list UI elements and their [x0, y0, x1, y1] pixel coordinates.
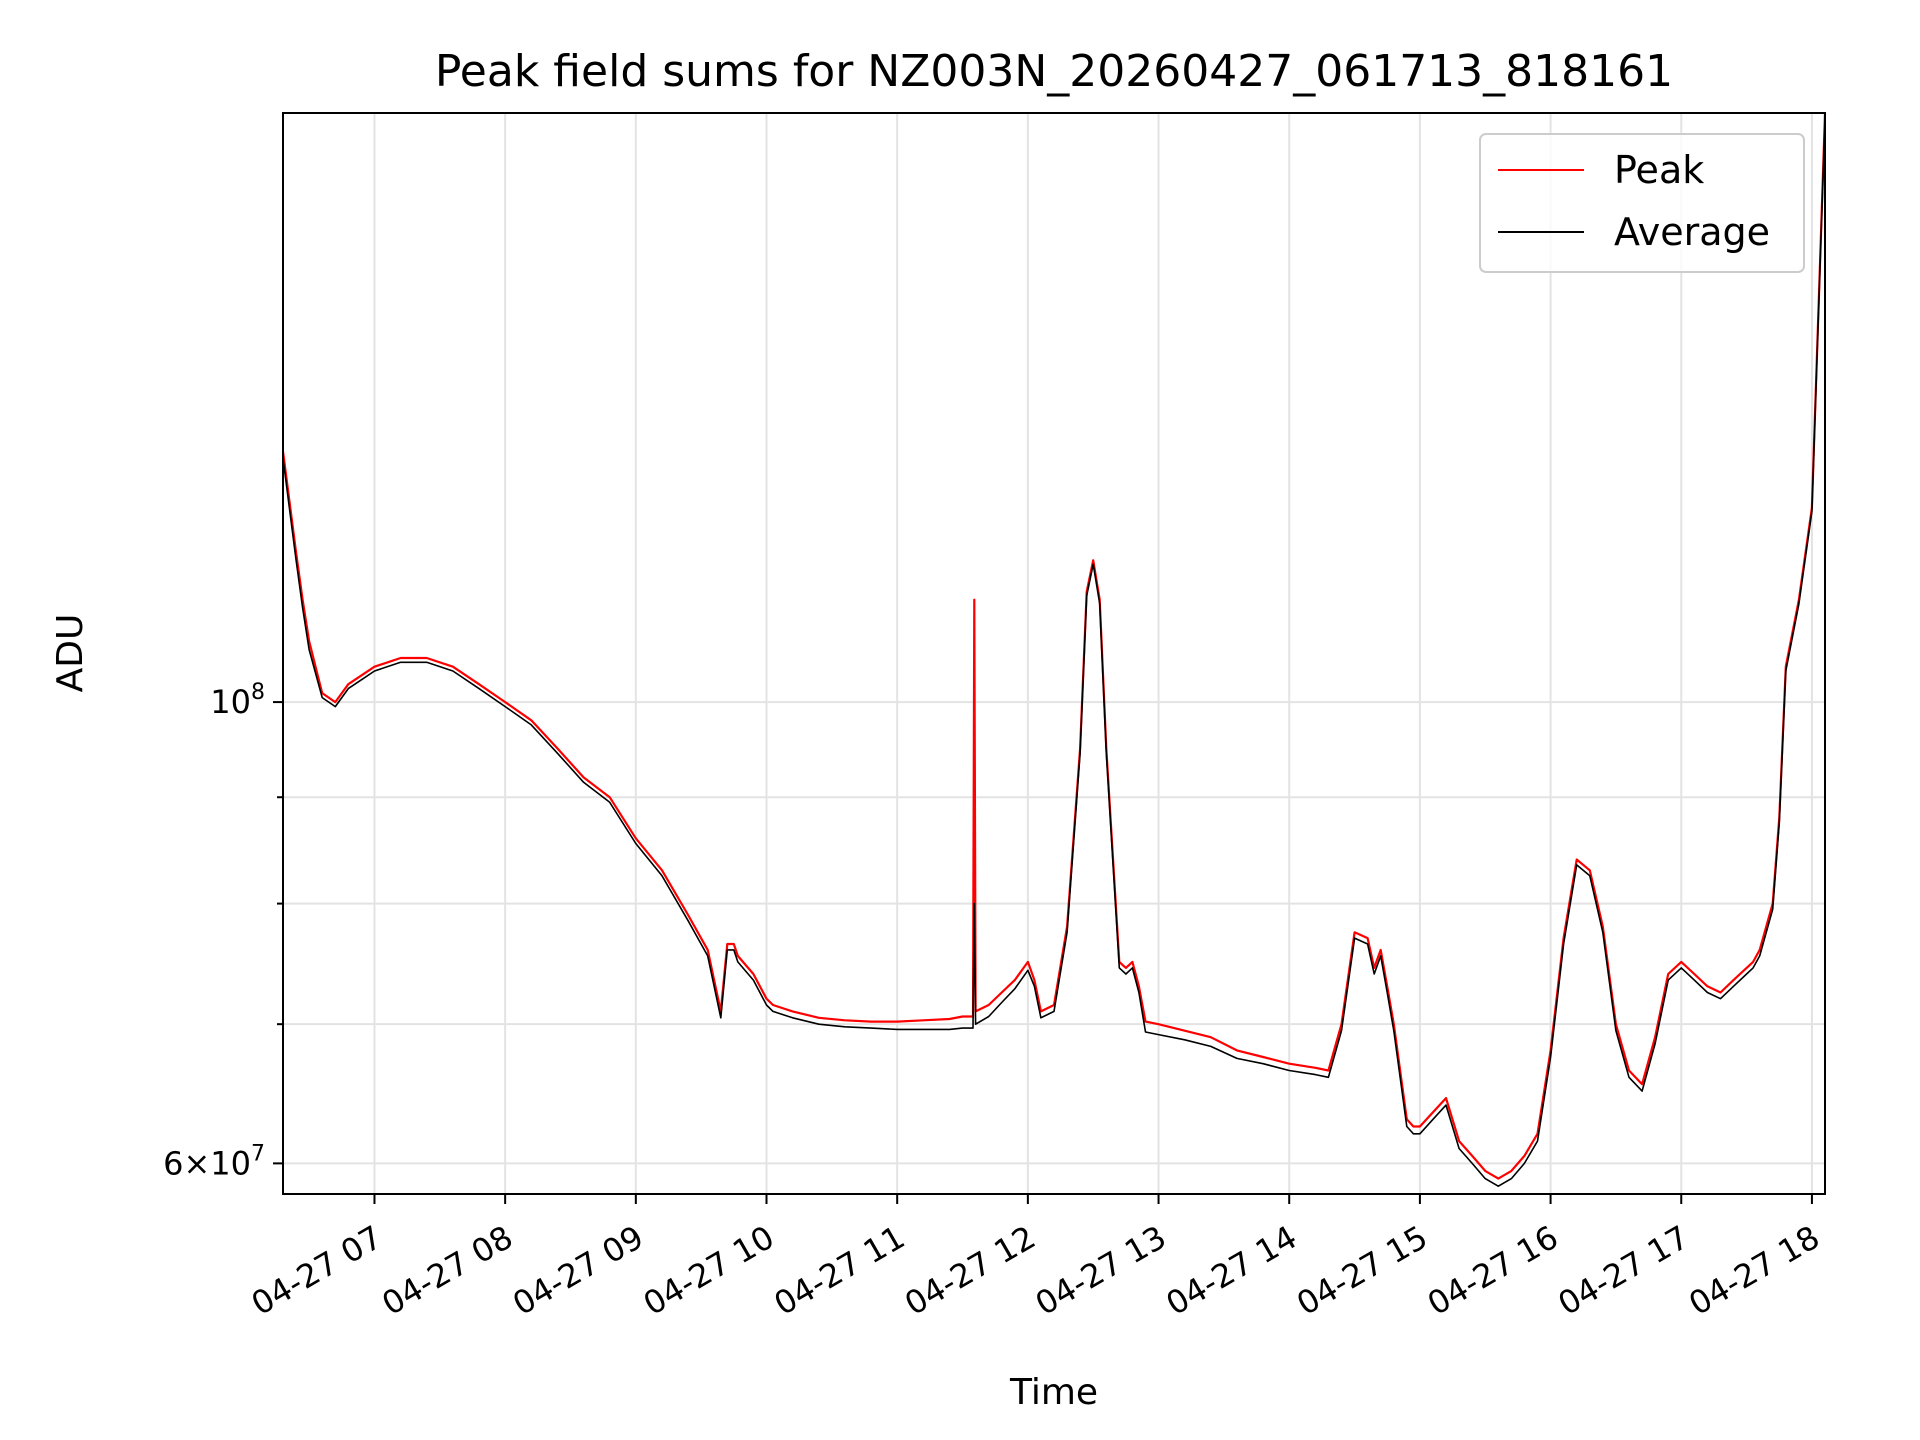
legend-peak-label: Peak [1614, 148, 1704, 192]
y-tick-label: 6×107 [163, 1141, 265, 1182]
legend: Peak Average [1479, 133, 1805, 273]
grid [283, 113, 1825, 1194]
y-tick-label: 108 [210, 680, 265, 721]
series-line-average [282, 117, 1826, 1187]
plot-lines [281, 112, 1827, 1187]
y-axis-label: ADU [50, 614, 91, 693]
chart-title: Peak field sums for NZ003N_20260427_0617… [435, 46, 1673, 97]
legend-average-label: Average [1614, 210, 1770, 254]
y-axis-ticks: 6×107 108 [163, 680, 283, 1182]
series-line-peak [281, 112, 1827, 1180]
legend-box [1479, 133, 1805, 273]
plot-frame [282, 112, 1826, 1195]
x-axis-label: Time [1009, 1372, 1098, 1413]
